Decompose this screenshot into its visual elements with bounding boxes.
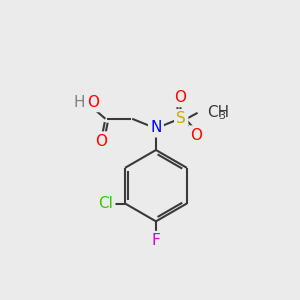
Text: O: O [87, 95, 99, 110]
Text: F: F [152, 233, 160, 248]
Text: H: H [73, 95, 85, 110]
Text: N: N [150, 120, 162, 135]
Text: O: O [95, 134, 107, 148]
Text: 3: 3 [218, 111, 225, 121]
Text: Cl: Cl [98, 196, 113, 211]
Text: O: O [190, 128, 202, 142]
Text: CH: CH [207, 105, 229, 120]
Text: O: O [174, 90, 186, 105]
Text: S: S [176, 111, 186, 126]
Text: ·: · [84, 93, 90, 111]
